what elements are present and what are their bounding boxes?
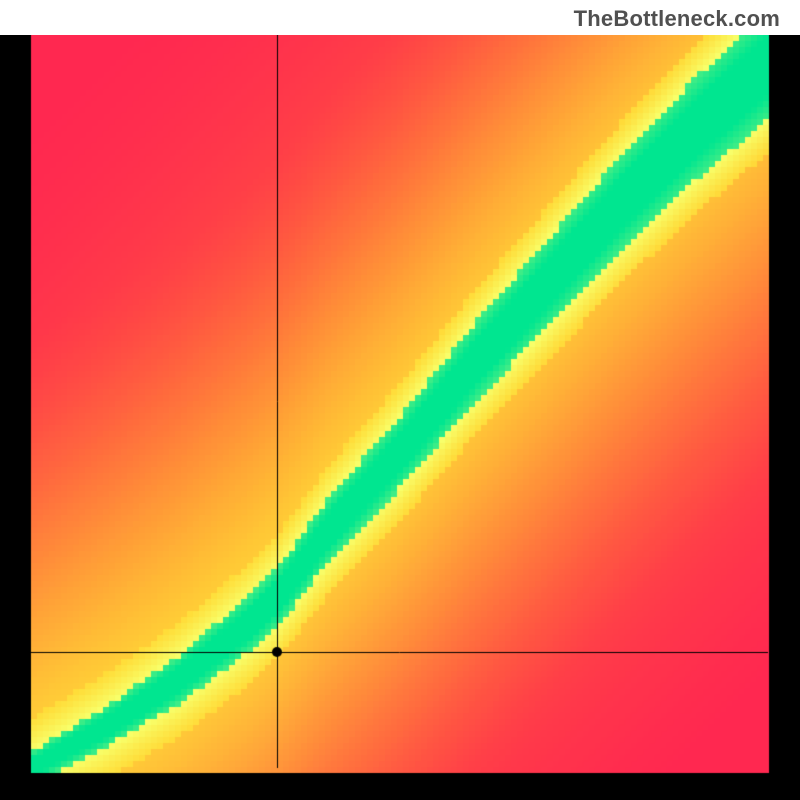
watermark-text: TheBottleneck.com <box>574 6 780 32</box>
bottleneck-heatmap <box>0 35 800 800</box>
chart-container: TheBottleneck.com <box>0 0 800 800</box>
